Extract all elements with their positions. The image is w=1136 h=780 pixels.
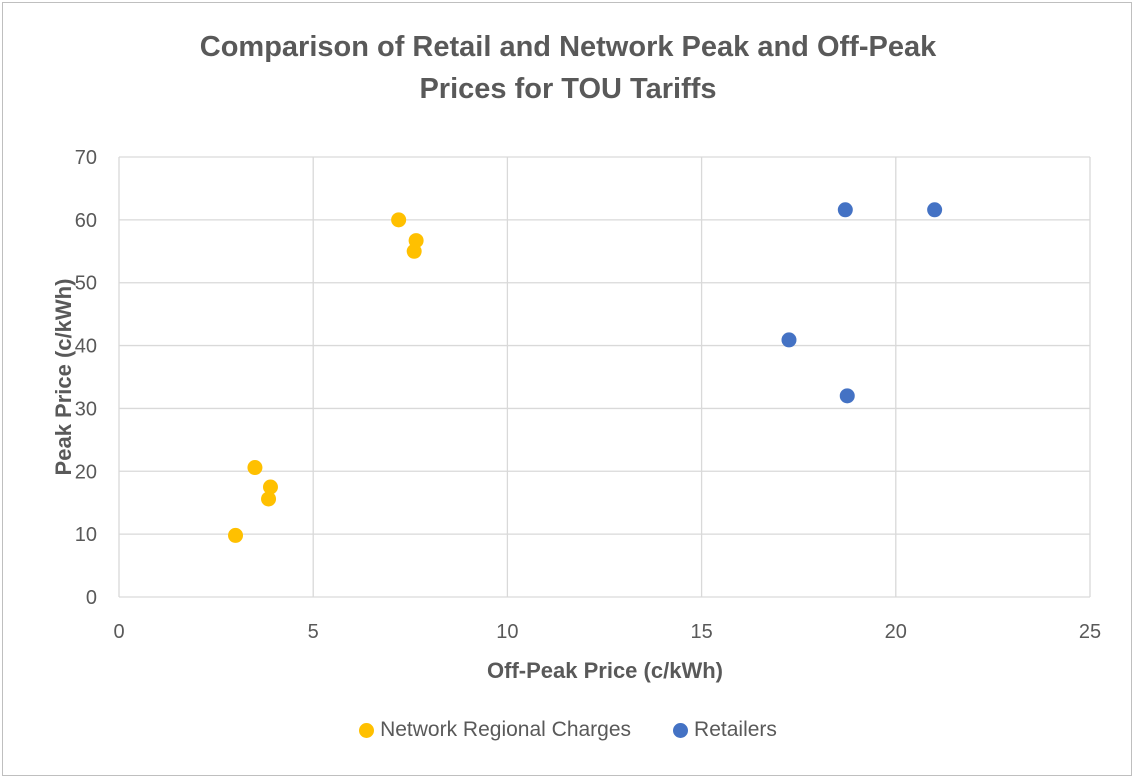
tick-labels: 0 10 20 30 40 50 60 70 0 5 10 15 20 25 <box>75 147 1101 643</box>
legend-label-network: Network Regional Charges <box>380 718 632 741</box>
legend-label-retailers: Retailers <box>694 718 777 741</box>
y-tick-label: 70 <box>75 147 97 169</box>
chart-title: Comparison of Retail and Network Peak an… <box>0 26 1136 110</box>
x-tick-label: 20 <box>885 621 907 643</box>
legend-item-network: Network Regional Charges <box>359 718 631 742</box>
retailer-point-0 <box>837 202 853 218</box>
y-tick-label: 50 <box>75 273 97 295</box>
network-point-5 <box>261 491 277 507</box>
y-axis-label: Peak Price (c/kWh) <box>51 279 76 476</box>
network-point-2 <box>406 243 422 259</box>
x-tick-label: 15 <box>690 621 712 643</box>
gridlines <box>118 156 1091 598</box>
legend-marker-network <box>359 722 375 738</box>
y-tick-label: 40 <box>75 336 97 358</box>
network-point-4 <box>262 479 278 495</box>
chart-title-line-1: Comparison of Retail and Network Peak an… <box>199 31 937 63</box>
network-point-0 <box>391 212 407 228</box>
x-tick-label: 10 <box>496 621 518 643</box>
y-tick-label: 0 <box>86 587 97 609</box>
retailer-point-3 <box>839 388 855 404</box>
legend: Network Regional Charges Retailers <box>0 718 1136 742</box>
retailer-point-2 <box>781 332 797 348</box>
x-axis-label: Off-Peak Price (c/kWh) <box>487 658 723 683</box>
data-points <box>228 202 943 543</box>
y-tick-label: 30 <box>75 398 97 420</box>
network-point-3 <box>247 460 263 476</box>
network-point-6 <box>228 527 244 543</box>
legend-marker-retailers <box>673 722 689 738</box>
y-tick-label: 10 <box>75 524 97 546</box>
retailer-point-1 <box>927 202 943 218</box>
y-tick-label: 60 <box>75 210 97 232</box>
chart-title-line-2: Prices for TOU Tariffs <box>419 73 717 105</box>
x-tick-label: 5 <box>308 621 319 643</box>
y-tick-label: 20 <box>75 461 97 483</box>
x-tick-label: 0 <box>113 621 124 643</box>
x-tick-label: 25 <box>1079 621 1101 643</box>
legend-item-retailers: Retailers <box>673 718 777 742</box>
